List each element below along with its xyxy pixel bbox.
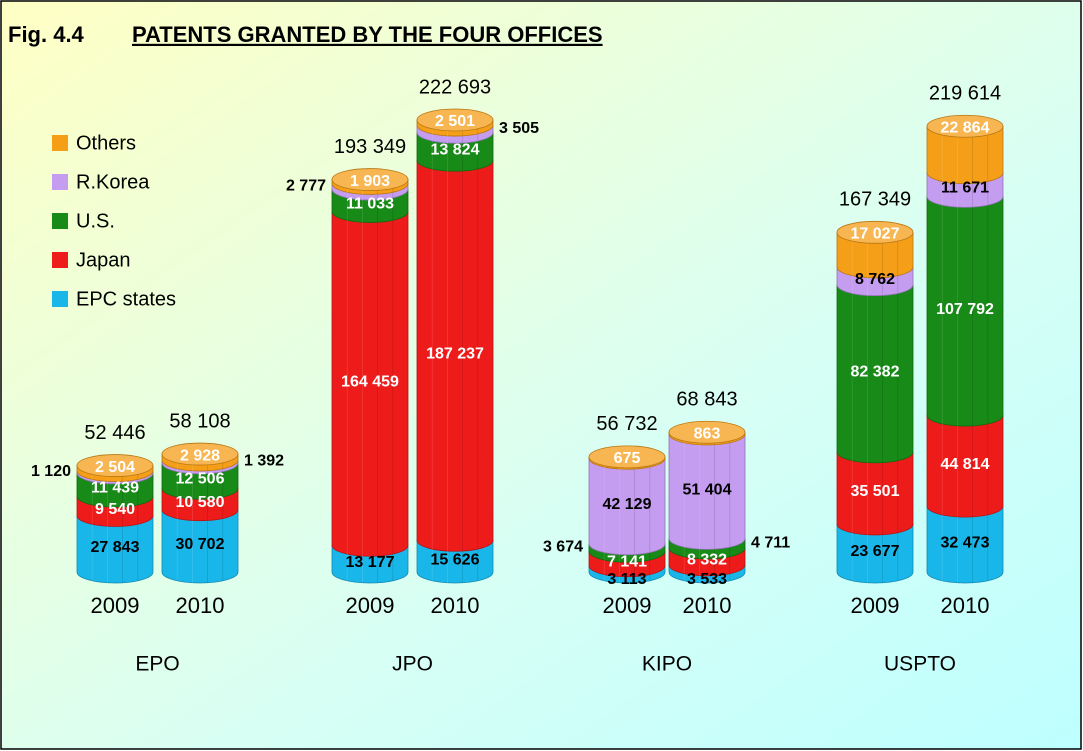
x-tick-label: 2009: [851, 593, 900, 618]
legend-swatch: [52, 174, 68, 190]
x-tick-label: 2010: [176, 593, 225, 618]
value-label: 11 671: [941, 180, 989, 197]
value-label: 3 533: [687, 571, 727, 588]
legend-label: Others: [76, 132, 136, 154]
x-tick-label: 2009: [603, 593, 652, 618]
segment: [161, 509, 239, 584]
group-label: USPTO: [884, 653, 956, 676]
segment: [836, 284, 914, 464]
value-label: 23 677: [851, 543, 900, 560]
value-label: 30 702: [176, 536, 225, 553]
value-label: 1 120: [31, 463, 71, 480]
legend-swatch: [52, 252, 68, 268]
segment: [926, 505, 1004, 584]
value-label: 82 382: [851, 363, 900, 380]
total-label: 68 843: [676, 389, 737, 411]
cylinder-top: [331, 168, 409, 191]
cylinder-top: [161, 442, 239, 466]
legend-swatch: [52, 291, 68, 307]
value-label: 1 903: [350, 173, 390, 190]
legend-label: Japan: [76, 249, 131, 271]
value-label: 32 473: [941, 534, 990, 551]
segment: [588, 457, 666, 556]
cylinder-top: [76, 454, 154, 477]
value-label: 22 864: [941, 119, 990, 136]
value-label: 11 439: [91, 480, 139, 497]
x-tick-label: 2010: [941, 593, 990, 618]
cylinder-top: [668, 420, 746, 444]
total-label: 193 349: [334, 136, 406, 158]
x-tick-label: 2010: [683, 593, 732, 618]
total-label: 167 349: [839, 189, 911, 211]
value-label: 8 762: [855, 271, 895, 288]
value-label: 13 177: [346, 554, 395, 571]
total-label: 52 446: [84, 422, 145, 444]
value-label: 3 674: [543, 539, 583, 556]
value-label: 863: [694, 425, 721, 442]
value-label: 2 777: [286, 177, 326, 194]
value-label: 2 928: [180, 447, 220, 464]
value-label: 10 580: [176, 494, 225, 511]
total-label: 222 693: [419, 76, 491, 98]
value-label: 187 237: [426, 345, 484, 362]
x-tick-label: 2009: [91, 593, 140, 618]
value-label: 1 392: [244, 453, 284, 470]
total-label: 219 614: [929, 83, 1001, 105]
cylinder-top: [836, 220, 914, 244]
legend-label: U.S.: [76, 210, 115, 232]
x-tick-label: 2010: [431, 593, 480, 618]
value-label: 12 506: [176, 471, 225, 488]
value-label: 7 141: [607, 554, 647, 571]
value-label: 3 113: [607, 571, 646, 588]
value-label: 2 504: [95, 459, 135, 476]
cylinder-top: [588, 445, 666, 469]
cylinder-top: [926, 114, 1004, 138]
value-label: 13 824: [431, 141, 480, 158]
value-label: 44 814: [941, 456, 990, 473]
segment: [926, 125, 1004, 185]
legend-label: R.Korea: [76, 171, 150, 193]
legend-swatch: [52, 135, 68, 151]
value-label: 107 792: [936, 301, 994, 318]
group-label: EPO: [135, 653, 179, 676]
value-label: 2 501: [435, 113, 475, 130]
legend-label: EPC states: [76, 288, 176, 310]
group-label: KIPO: [642, 653, 692, 676]
segment: [836, 451, 914, 536]
value-label: 8 332: [687, 552, 727, 569]
segment: [926, 414, 1004, 518]
chart-title: PATENTS GRANTED BY THE FOUR OFFICES: [132, 22, 603, 47]
total-label: 56 732: [596, 413, 657, 435]
segment: [331, 211, 409, 557]
value-label: 675: [614, 450, 641, 467]
value-label: 51 404: [683, 481, 732, 498]
value-label: 35 501: [851, 483, 900, 500]
x-tick-label: 2009: [346, 593, 395, 618]
value-label: 15 626: [431, 551, 480, 568]
value-label: 17 027: [851, 226, 900, 243]
value-label: 4 711: [751, 534, 790, 551]
segment: [926, 195, 1004, 427]
value-label: 42 129: [603, 496, 652, 513]
cylinder-top: [416, 108, 494, 132]
legend-swatch: [52, 213, 68, 229]
value-label: 11 033: [346, 195, 394, 212]
group-label: JPO: [392, 653, 433, 676]
figure-label: Fig. 4.4: [8, 22, 85, 47]
segment: [76, 515, 154, 584]
value-label: 164 459: [341, 374, 399, 391]
segment: [416, 159, 494, 552]
total-label: 58 108: [169, 410, 230, 432]
segment: [668, 433, 746, 550]
value-label: 27 843: [91, 539, 140, 556]
segment: [836, 231, 914, 279]
segment: [836, 523, 914, 584]
value-label: 3 505: [499, 120, 539, 137]
value-label: 9 540: [95, 501, 135, 518]
